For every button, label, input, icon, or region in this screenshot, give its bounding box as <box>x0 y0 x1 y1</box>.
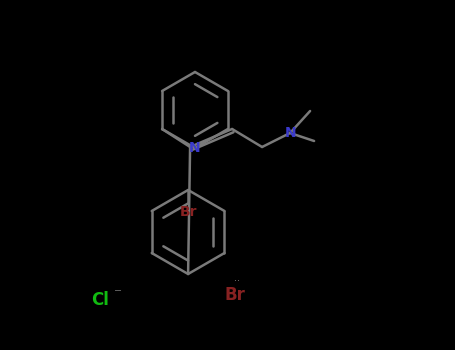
Text: ⁻: ⁻ <box>114 287 122 301</box>
Text: N: N <box>284 126 296 140</box>
Text: Br: Br <box>179 205 197 219</box>
Text: ··: ·· <box>234 276 240 286</box>
Text: Br: Br <box>225 286 245 304</box>
Text: Cl: Cl <box>91 291 109 309</box>
Text: N: N <box>189 141 201 155</box>
